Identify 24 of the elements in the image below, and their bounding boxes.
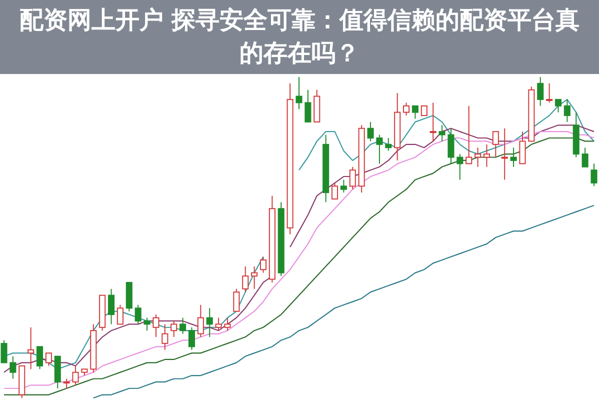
candlestick — [251, 266, 258, 290]
candlestick — [394, 92, 401, 161]
candlestick — [385, 137, 392, 152]
candlestick — [108, 288, 115, 325]
candlestick — [162, 324, 168, 350]
candlestick — [474, 147, 482, 168]
candlestick — [358, 124, 365, 194]
candlestick — [322, 134, 330, 203]
candlestick — [90, 324, 97, 373]
candlestick — [510, 147, 517, 168]
candlestick — [501, 128, 508, 180]
candlestick — [564, 98, 570, 122]
candlestick — [268, 195, 276, 283]
candlestick — [206, 308, 213, 338]
chart-title: 配资网上开户 探寻安全可靠：值得信赖的配资平台真的存在吗？ — [18, 5, 581, 69]
candlestick — [537, 76, 544, 106]
candlestick — [286, 82, 294, 235]
candlestick — [28, 326, 34, 370]
candlestick — [430, 102, 436, 142]
candlestick — [296, 76, 302, 110]
candlestick — [483, 144, 490, 168]
candlestick — [456, 154, 464, 180]
candlestick — [152, 314, 160, 338]
candlestick — [572, 112, 580, 158]
